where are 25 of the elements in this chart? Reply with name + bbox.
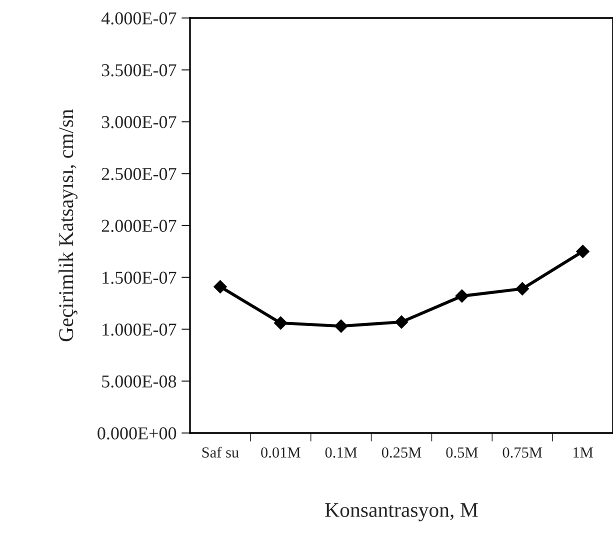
y-tick-label: 2.500E-07 (102, 168, 176, 180)
point (576, 244, 590, 258)
point (274, 316, 288, 330)
point (516, 282, 529, 296)
y-tick-label: 1.500E-07 (102, 272, 176, 284)
y-tick-label: 4.000E-07 (101, 12, 176, 25)
x-tick-label: 0.01M (261, 447, 300, 458)
x-tick-label: 0.75M (502, 447, 542, 458)
x-tick-label: 0.25M (382, 447, 422, 458)
y-axis-title: Geçirimlik Katsayısı, cm/sn (58, 109, 78, 342)
point (334, 320, 348, 333)
point (394, 315, 408, 329)
x-tick-label: 0.5M (446, 447, 478, 458)
y-tick-label: 3.500E-07 (102, 64, 176, 76)
point (214, 280, 227, 294)
x-tick-label: 1M (574, 447, 593, 458)
y-tick-label: 0.000E+00 (98, 427, 176, 440)
y-tick-label: 3.000E-07 (102, 116, 176, 128)
y-tick-label: 1.000E-07 (102, 324, 176, 336)
x-tick-label: Saf su (202, 446, 239, 458)
x-tick-label: 0.1M (325, 447, 357, 458)
x-axis-title: Konsantrasyon, M (325, 503, 478, 522)
y-tick-label: 5.000E-08 (102, 375, 176, 388)
point (455, 289, 469, 303)
y-tick-label: 2.000E-07 (102, 220, 176, 232)
